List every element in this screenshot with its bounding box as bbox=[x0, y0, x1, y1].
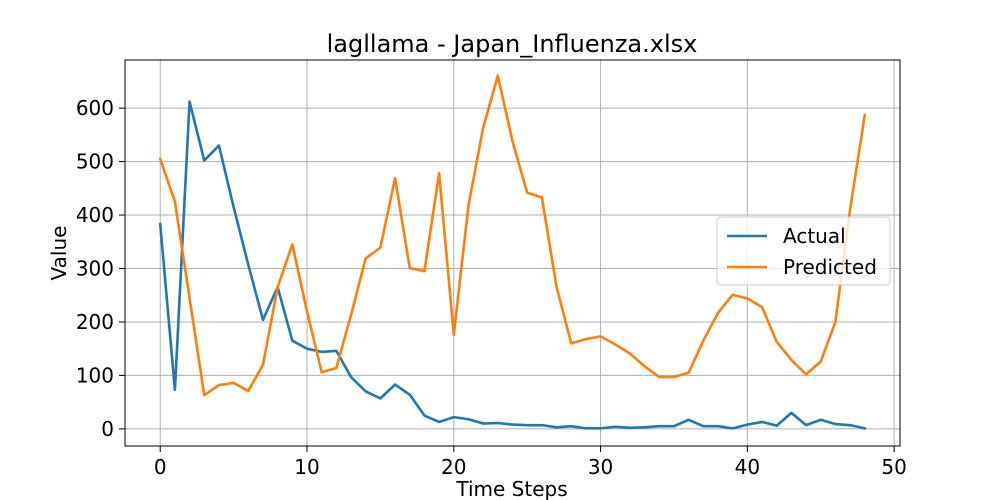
x-tick-label: 10 bbox=[294, 455, 319, 479]
legend-label-actual: Actual bbox=[783, 224, 846, 248]
y-tick-label: 0 bbox=[101, 417, 114, 441]
chart-title: lagllama - Japan_Influenza.xlsx bbox=[327, 30, 698, 58]
y-axis-label: Value bbox=[47, 226, 71, 281]
x-tick-label: 50 bbox=[881, 455, 906, 479]
y-tick-label: 200 bbox=[76, 310, 114, 334]
legend-label-predicted: Predicted bbox=[783, 255, 877, 279]
x-tick-label: 40 bbox=[735, 455, 760, 479]
x-axis-label: Time Steps bbox=[455, 477, 567, 500]
y-tick-label: 400 bbox=[76, 203, 114, 227]
y-tick-label: 100 bbox=[76, 363, 114, 387]
x-tick-label: 0 bbox=[154, 455, 167, 479]
plot-frame bbox=[124, 59, 901, 447]
legend: Actual Predicted bbox=[716, 216, 891, 286]
y-tick-label: 300 bbox=[76, 257, 114, 281]
series-line-predicted bbox=[158, 74, 867, 397]
y-tick-label: 500 bbox=[76, 150, 114, 174]
x-tick-label: 30 bbox=[588, 455, 613, 479]
x-tick-label: 20 bbox=[441, 455, 466, 479]
series-lines bbox=[158, 74, 867, 430]
y-tick-label: 600 bbox=[76, 96, 114, 120]
